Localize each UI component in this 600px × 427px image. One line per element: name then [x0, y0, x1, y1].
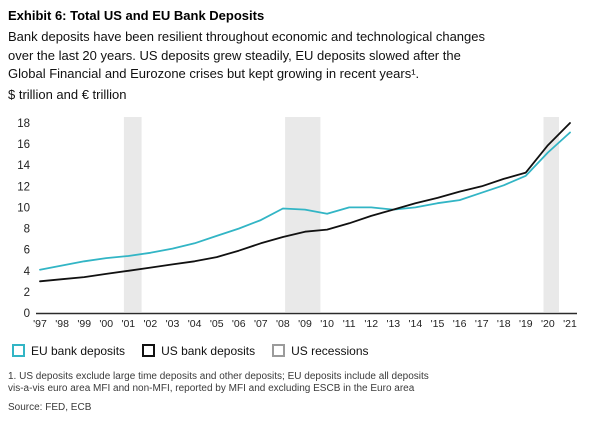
x-tick-label: '97 [33, 318, 47, 330]
recession-band [285, 116, 321, 312]
x-tick-label: '04 [188, 318, 202, 330]
x-tick-label: '09 [298, 318, 312, 330]
exhibit-title: Exhibit 6: Total US and EU Bank Deposits [8, 8, 265, 23]
legend-item-eu-deposits: EU bank deposits [12, 344, 125, 358]
y-tick-label: 6 [24, 244, 30, 256]
x-tick-label: '10 [320, 318, 334, 330]
x-tick-label: '17 [475, 318, 489, 330]
x-tick-label: '08 [276, 318, 290, 330]
us-recessions-swatch-icon [272, 344, 286, 357]
units-label: $ trillion and € trillion [8, 86, 127, 102]
legend-item-us-recessions: US recessions [272, 343, 369, 358]
x-tick-label: '18 [497, 318, 511, 330]
x-tick-label: '05 [210, 318, 224, 330]
eu-deposits-line [39, 131, 571, 271]
x-tick-label: '11 [343, 318, 356, 330]
y-tick-label: 8 [24, 223, 30, 235]
x-tick-label: '16 [453, 318, 467, 330]
footnote: 1. US deposits exclude large time deposi… [8, 370, 429, 395]
x-tick-label: '00 [99, 318, 113, 330]
x-tick-label: '07 [254, 318, 268, 330]
x-tick-label: '12 [364, 318, 378, 330]
legend-item-us-deposits: US bank deposits [142, 344, 255, 358]
source-label: Source: FED, ECB [8, 401, 92, 413]
x-tick-label: '02 [144, 318, 158, 330]
deposits-line-chart: 0 2 4 6 8 10 12 14 16 18 '97 '98 '99 '00 '01 '02 '03 '04 '… [17, 116, 577, 330]
x-tick-label: '98 [55, 318, 69, 330]
y-tick-label: 14 [17, 160, 30, 172]
y-tick-label: 12 [17, 181, 30, 193]
us-deposits-line [39, 121, 571, 282]
chart-legend: EU bank deposits US bank deposits US rec… [12, 344, 600, 358]
y-tick-label: 18 [17, 118, 30, 130]
x-tick-label: '99 [77, 318, 91, 330]
recession-band [543, 116, 559, 312]
recession-band [123, 116, 142, 312]
legend-label-us-deposits: US bank deposits [161, 343, 256, 358]
legend-label-eu-deposits: EU bank deposits [31, 343, 126, 358]
legend-label-us-recessions: US recessions [291, 343, 369, 358]
y-tick-label: 2 [24, 286, 30, 298]
x-tick-label: '20 [541, 318, 555, 330]
x-tick-label: '03 [166, 318, 180, 330]
x-tick-label: '01 [121, 318, 135, 330]
y-tick-label: 16 [17, 139, 30, 151]
y-tick-label: 0 [24, 308, 30, 320]
exhibit-description: Bank deposits have been resilient throug… [8, 29, 485, 81]
y-tick-label: 10 [17, 202, 30, 214]
x-tick-label: '15 [431, 318, 445, 330]
eu-deposits-swatch-icon [12, 344, 25, 357]
x-tick-label: '19 [519, 318, 533, 330]
x-tick-label: '14 [409, 318, 423, 330]
x-tick-label: '06 [232, 318, 246, 330]
us-deposits-swatch-icon [142, 344, 156, 357]
x-tick-label: '13 [386, 318, 400, 330]
y-tick-label: 4 [24, 265, 31, 277]
x-tick-label: '21 [563, 318, 577, 330]
